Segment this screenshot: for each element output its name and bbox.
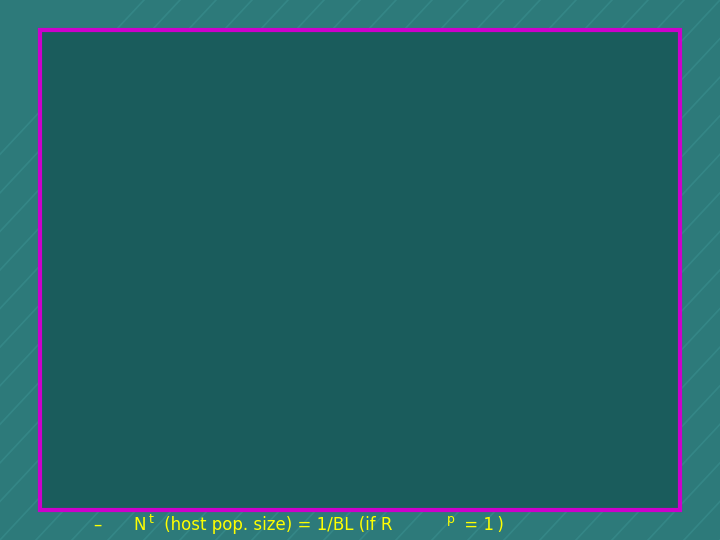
FancyBboxPatch shape xyxy=(50,90,65,99)
Text: Important variables:: Important variables: xyxy=(133,230,302,247)
Circle shape xyxy=(121,403,131,411)
Circle shape xyxy=(121,437,131,445)
Text: R: R xyxy=(162,269,174,287)
Text: = NBL: = NBL xyxy=(192,375,250,393)
Text: –: – xyxy=(94,340,102,357)
Text: Modeling Parasitism: Modeling Parasitism xyxy=(158,38,562,76)
Circle shape xyxy=(121,264,131,271)
Text: N – density of susceptible hosts: N – density of susceptible hosts xyxy=(162,409,425,427)
Text: Not usually sensitive to “actual” r for parasite (this is gigantically
high ): Not usually sensitive to “actual” r for … xyxy=(133,167,676,207)
Text: p: p xyxy=(181,372,189,385)
Text: = 1 ): = 1 ) xyxy=(459,516,503,534)
Text: p: p xyxy=(199,300,207,313)
Text: p: p xyxy=(181,266,189,279)
Text: For microparasites: For microparasites xyxy=(133,340,287,357)
Text: – number of infected hosts: – number of infected hosts xyxy=(192,269,420,287)
Text: p: p xyxy=(446,513,454,526)
Text: –: – xyxy=(94,230,102,247)
Text: (host pop. size) = 1/BL (if R: (host pop. size) = 1/BL (if R xyxy=(159,516,392,534)
Text: If R: If R xyxy=(162,303,189,321)
Text: N: N xyxy=(133,516,145,534)
Text: > 1 then parasite spreads: > 1 then parasite spreads xyxy=(211,303,433,321)
Text: R: R xyxy=(162,375,174,393)
Text: L – length of time host is infectious: L – length of time host is infectious xyxy=(162,477,453,495)
Text: t: t xyxy=(149,513,154,526)
Text: Complex because of intermediate hosts, and infection
rate: Complex because of intermediate hosts, a… xyxy=(97,94,605,137)
Text: –: – xyxy=(94,167,102,185)
Text: –: – xyxy=(94,516,102,534)
Text: B – transmission rate of parasite: B – transmission rate of parasite xyxy=(162,443,432,461)
Circle shape xyxy=(121,369,131,377)
Circle shape xyxy=(121,298,131,305)
Circle shape xyxy=(121,471,131,479)
